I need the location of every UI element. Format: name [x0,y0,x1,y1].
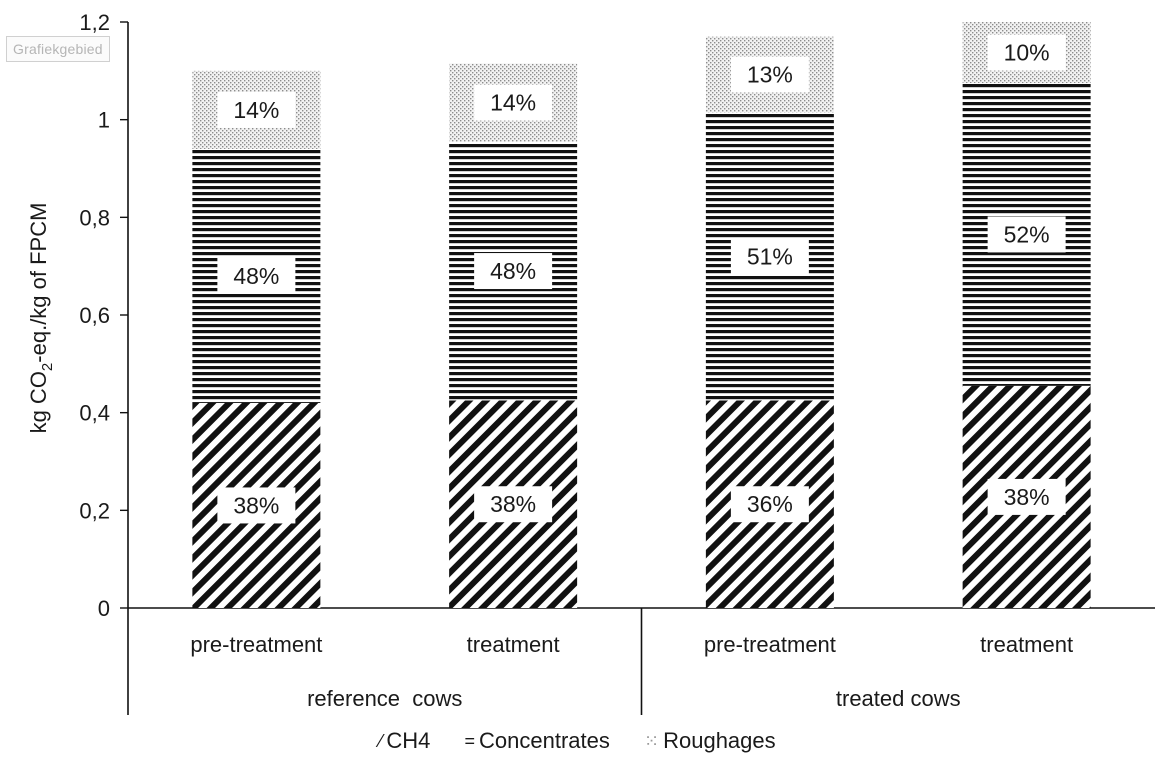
y-tick-label: 0,4 [79,401,110,426]
group-label: treated cows [836,686,961,711]
legend-label-concentrates: Concentrates [479,728,610,753]
data-label: 36% [747,491,793,517]
data-label: 38% [1004,484,1050,510]
data-label-box [987,34,1066,71]
diagonal-hatch-icon: ⁄ [379,731,383,751]
category-label: treatment [980,632,1073,657]
data-label: 51% [747,243,793,269]
data-label: 48% [490,258,536,284]
data-label-box [217,487,296,524]
category-label: pre-treatment [704,632,836,657]
data-label-box [730,56,809,93]
data-label: 38% [490,491,536,517]
data-label: 48% [233,263,279,289]
data-label-box [217,257,296,294]
data-label-box [217,91,296,128]
category-label: pre-treatment [190,632,322,657]
data-label-box [987,478,1066,515]
category-label: treatment [467,632,560,657]
data-label-box [730,238,809,275]
legend-item-ch4: ⁄ CH4 [379,728,430,754]
legend-item-concentrates: = Concentrates [465,728,610,754]
data-label: 14% [233,97,279,123]
dots-icon: ⁙ [644,731,660,751]
data-label: 52% [1004,221,1050,247]
y-tick-label: 1 [98,108,110,133]
data-label: 38% [233,492,279,518]
y-tick-label: 0,2 [79,498,110,523]
data-label-box [474,253,553,290]
data-label-box [987,216,1066,253]
legend-label-roughages: Roughages [663,728,776,753]
y-tick-label: 1,2 [79,10,110,35]
data-label-box [730,486,809,523]
horizontal-lines-icon: = [464,731,476,751]
legend: ⁄ CH4 = Concentrates ⁙ Roughages [0,728,1155,754]
data-label: 13% [747,61,793,87]
y-tick-label: 0,8 [79,205,110,230]
data-label: 14% [490,90,536,116]
legend-label-ch4: CH4 [386,728,431,753]
data-label-box [474,84,553,121]
legend-item-roughages: ⁙ Roughages [644,728,776,754]
group-label: reference cows [307,686,462,711]
y-axis-label: kg CO2-eq./kg of FPCM [26,203,56,434]
data-label-box [474,486,553,523]
y-tick-label: 0 [98,596,110,621]
y-tick-label: 0,6 [79,303,110,328]
plot-area-tag: Grafiekgebied [6,36,110,62]
data-label: 10% [1004,40,1050,66]
